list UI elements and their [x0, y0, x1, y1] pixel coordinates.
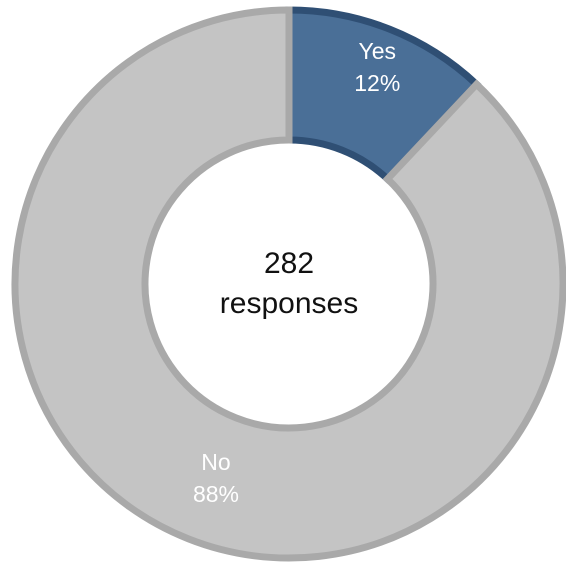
- slice-value-yes: 12%: [354, 70, 400, 96]
- slice-no: [11, 6, 566, 562]
- total-responses-count: 282: [264, 247, 314, 280]
- donut-center-hole: [149, 144, 429, 424]
- slice-label-no: No: [201, 449, 230, 475]
- slice-labels-layer: Yes 12% No 88%: [193, 38, 400, 507]
- slice-value-no: 88%: [193, 481, 239, 507]
- slice-label-yes: Yes: [359, 38, 397, 64]
- total-responses-label: responses: [220, 287, 358, 320]
- slices-layer: [11, 6, 566, 562]
